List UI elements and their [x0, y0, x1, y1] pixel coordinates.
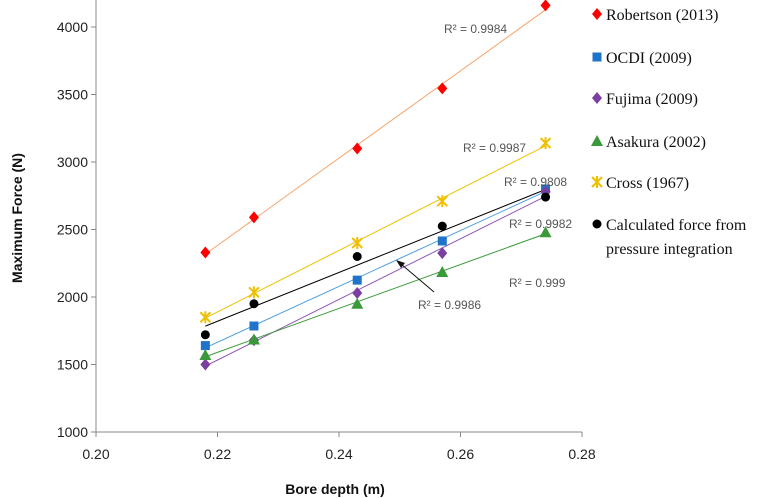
legend-marker — [592, 219, 602, 229]
r2-pointer-arrow — [396, 260, 435, 293]
x-tick-label: 0.20 — [82, 446, 109, 462]
data-point — [249, 299, 259, 309]
legend-label: Asakura (2002) — [606, 134, 706, 151]
legend-label: pressure integration — [606, 241, 733, 258]
data-point — [351, 297, 364, 309]
legend-label: Calculated force from — [606, 217, 747, 234]
trendline — [205, 195, 546, 367]
trendline — [205, 190, 546, 349]
data-points — [199, 0, 552, 371]
y-tick-label: 1500 — [57, 357, 88, 373]
trendline — [205, 189, 546, 327]
trendline — [205, 9, 546, 255]
data-point — [199, 349, 212, 361]
data-point — [539, 226, 552, 238]
y-tick-label: 3000 — [57, 154, 88, 170]
data-point — [352, 286, 363, 299]
data-point — [200, 358, 211, 371]
data-point — [247, 333, 260, 345]
y-tick-label: 1000 — [57, 424, 88, 440]
y-tick-label: 2500 — [57, 222, 88, 238]
x-tick-label: 0.22 — [204, 446, 231, 462]
trendlines — [205, 9, 546, 367]
data-point — [200, 246, 211, 259]
legend-marker — [591, 135, 603, 146]
data-point — [200, 330, 210, 340]
legend-marker — [591, 176, 603, 188]
legend-marker — [592, 92, 602, 104]
y-axis-ticks: 1000 1500 2000 2500 3000 3500 4000 — [57, 19, 96, 440]
data-point — [352, 142, 363, 155]
legend-label: Robertson (2013) — [606, 7, 718, 24]
r2-label-fujima: R² = 0.9982 — [509, 217, 572, 231]
r2-label-calculated: R² = 0.9986 — [418, 298, 481, 312]
r2-label-ocdi: R² = 0.9808 — [504, 175, 567, 189]
x-axis-label: Bore depth (m) — [285, 481, 385, 497]
x-tick-label: 0.26 — [447, 446, 474, 462]
r2-label-cross: R² = 0.9987 — [463, 141, 526, 155]
plot-area — [95, 0, 582, 433]
data-point — [437, 236, 447, 246]
legend-label: OCDI (2009) — [606, 50, 692, 67]
data-point — [248, 286, 260, 299]
data-point — [437, 221, 447, 231]
trendline — [205, 145, 546, 319]
data-point — [351, 237, 363, 249]
data-point — [352, 252, 362, 261]
data-point — [539, 137, 552, 150]
r2-label-robertson: R² = 0.9984 — [444, 22, 507, 36]
x-tick-label: 0.28 — [568, 446, 595, 462]
data-point — [437, 82, 448, 95]
r2-label-asakura: R² = 0.999 — [509, 276, 566, 290]
legend-label: Cross (1967) — [606, 175, 689, 192]
y-tick-label: 4000 — [57, 19, 88, 35]
data-point — [436, 195, 448, 208]
y-axis-label: Maximum Force (N) — [9, 153, 25, 283]
data-point — [249, 321, 259, 331]
data-point — [199, 311, 212, 324]
y-tick-label: 3500 — [57, 87, 88, 103]
legend-marker — [592, 52, 602, 62]
legend-label: Fujima (2009) — [606, 91, 698, 108]
data-point — [248, 211, 259, 224]
legend-marker — [592, 8, 602, 20]
data-point — [352, 275, 362, 285]
data-point — [540, 0, 551, 12]
data-point — [436, 266, 449, 278]
y-tick-label: 2000 — [57, 289, 88, 305]
trendline — [205, 233, 546, 358]
x-axis-ticks: 0.20 0.22 0.24 0.26 0.28 — [82, 432, 596, 462]
data-point — [541, 192, 551, 202]
legend: Robertson (2013) OCDI (2009) Fujima (2009)… — [591, 7, 747, 258]
x-tick-label: 0.24 — [325, 446, 352, 462]
data-point — [200, 341, 210, 351]
data-point — [437, 247, 448, 260]
